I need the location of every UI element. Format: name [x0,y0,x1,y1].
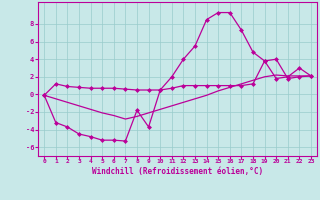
X-axis label: Windchill (Refroidissement éolien,°C): Windchill (Refroidissement éolien,°C) [92,167,263,176]
